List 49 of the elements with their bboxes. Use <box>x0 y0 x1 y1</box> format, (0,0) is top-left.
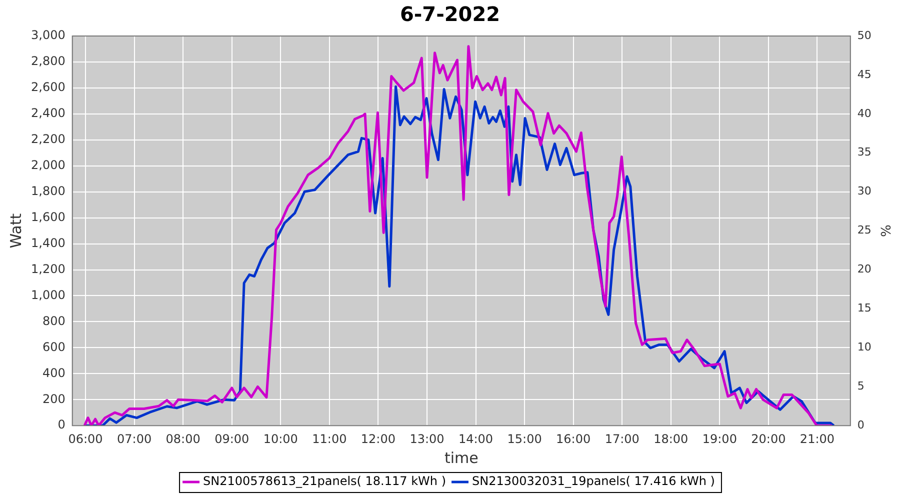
x-tick-label: 09:00 <box>214 432 250 446</box>
x-tick-label: 08:00 <box>166 432 200 446</box>
y-tick-label: 2,600 <box>30 80 66 94</box>
legend-label: SN2130032031_19panels( 17.416 kWh ) <box>472 474 715 488</box>
y2-tick-label: 20 <box>857 262 872 276</box>
y2-tick-label: 40 <box>857 106 872 120</box>
y-tick-label: 1,000 <box>30 288 66 302</box>
x-tick-label: 10:00 <box>263 432 298 446</box>
y-tick-label: 800 <box>42 314 66 328</box>
x-tick-label: 21:00 <box>800 432 835 446</box>
y-tick-label: 2,400 <box>30 106 66 120</box>
y-tick-label: 2,200 <box>30 132 66 146</box>
y2-tick-label: 5 <box>857 380 864 392</box>
y2-tick-label: 35 <box>857 146 872 159</box>
y-tick-label: 600 <box>42 340 66 354</box>
y2-tick-label: 30 <box>857 184 872 198</box>
x-tick-label: 06:00 <box>68 432 103 446</box>
y-tick-label: 1,200 <box>30 262 66 276</box>
y-tick-label: 0 <box>58 418 66 432</box>
x-tick-label: 11:00 <box>312 432 347 446</box>
y2-tick-label: 45 <box>857 68 872 81</box>
y2-tick-label: 25 <box>857 224 872 237</box>
y-axis-title: Watt <box>6 213 25 248</box>
x-tick-label: 07:00 <box>117 432 152 446</box>
y-tick-label: 1,800 <box>30 184 66 198</box>
x-tick-label: 16:00 <box>556 432 591 446</box>
y-tick-label: 2,000 <box>30 158 66 172</box>
y-tick-label: 3,000 <box>30 28 66 42</box>
x-tick-label: 19:00 <box>702 432 737 446</box>
x-tick-label: 18:00 <box>654 432 688 446</box>
y-tick-label: 200 <box>42 392 66 406</box>
y2-tick-label: 50 <box>857 28 872 42</box>
y-tick-label: 2,800 <box>30 54 66 68</box>
x-axis-title: time <box>444 448 478 467</box>
legend-label: SN2100578613_21panels( 18.117 kWh ) <box>203 474 446 488</box>
y-tick-label: 1,600 <box>30 210 66 224</box>
chart-title: 6-7-2022 <box>400 2 500 26</box>
x-tick-label: 15:00 <box>507 432 542 446</box>
y2-axis-title: % <box>876 224 892 237</box>
y2-tick-label: 10 <box>857 340 872 354</box>
x-tick-label: 20:00 <box>751 432 786 446</box>
y2-tick-label: 15 <box>857 302 872 315</box>
x-tick-label: 13:00 <box>410 432 444 446</box>
y2-tick-label: 0 <box>857 418 864 432</box>
x-tick-label: 14:00 <box>458 432 494 446</box>
y-tick-label: 1,400 <box>30 236 66 250</box>
x-tick-label: 12:00 <box>360 432 396 446</box>
y-tick-label: 400 <box>42 366 66 380</box>
x-tick-label: 17:00 <box>604 432 640 446</box>
